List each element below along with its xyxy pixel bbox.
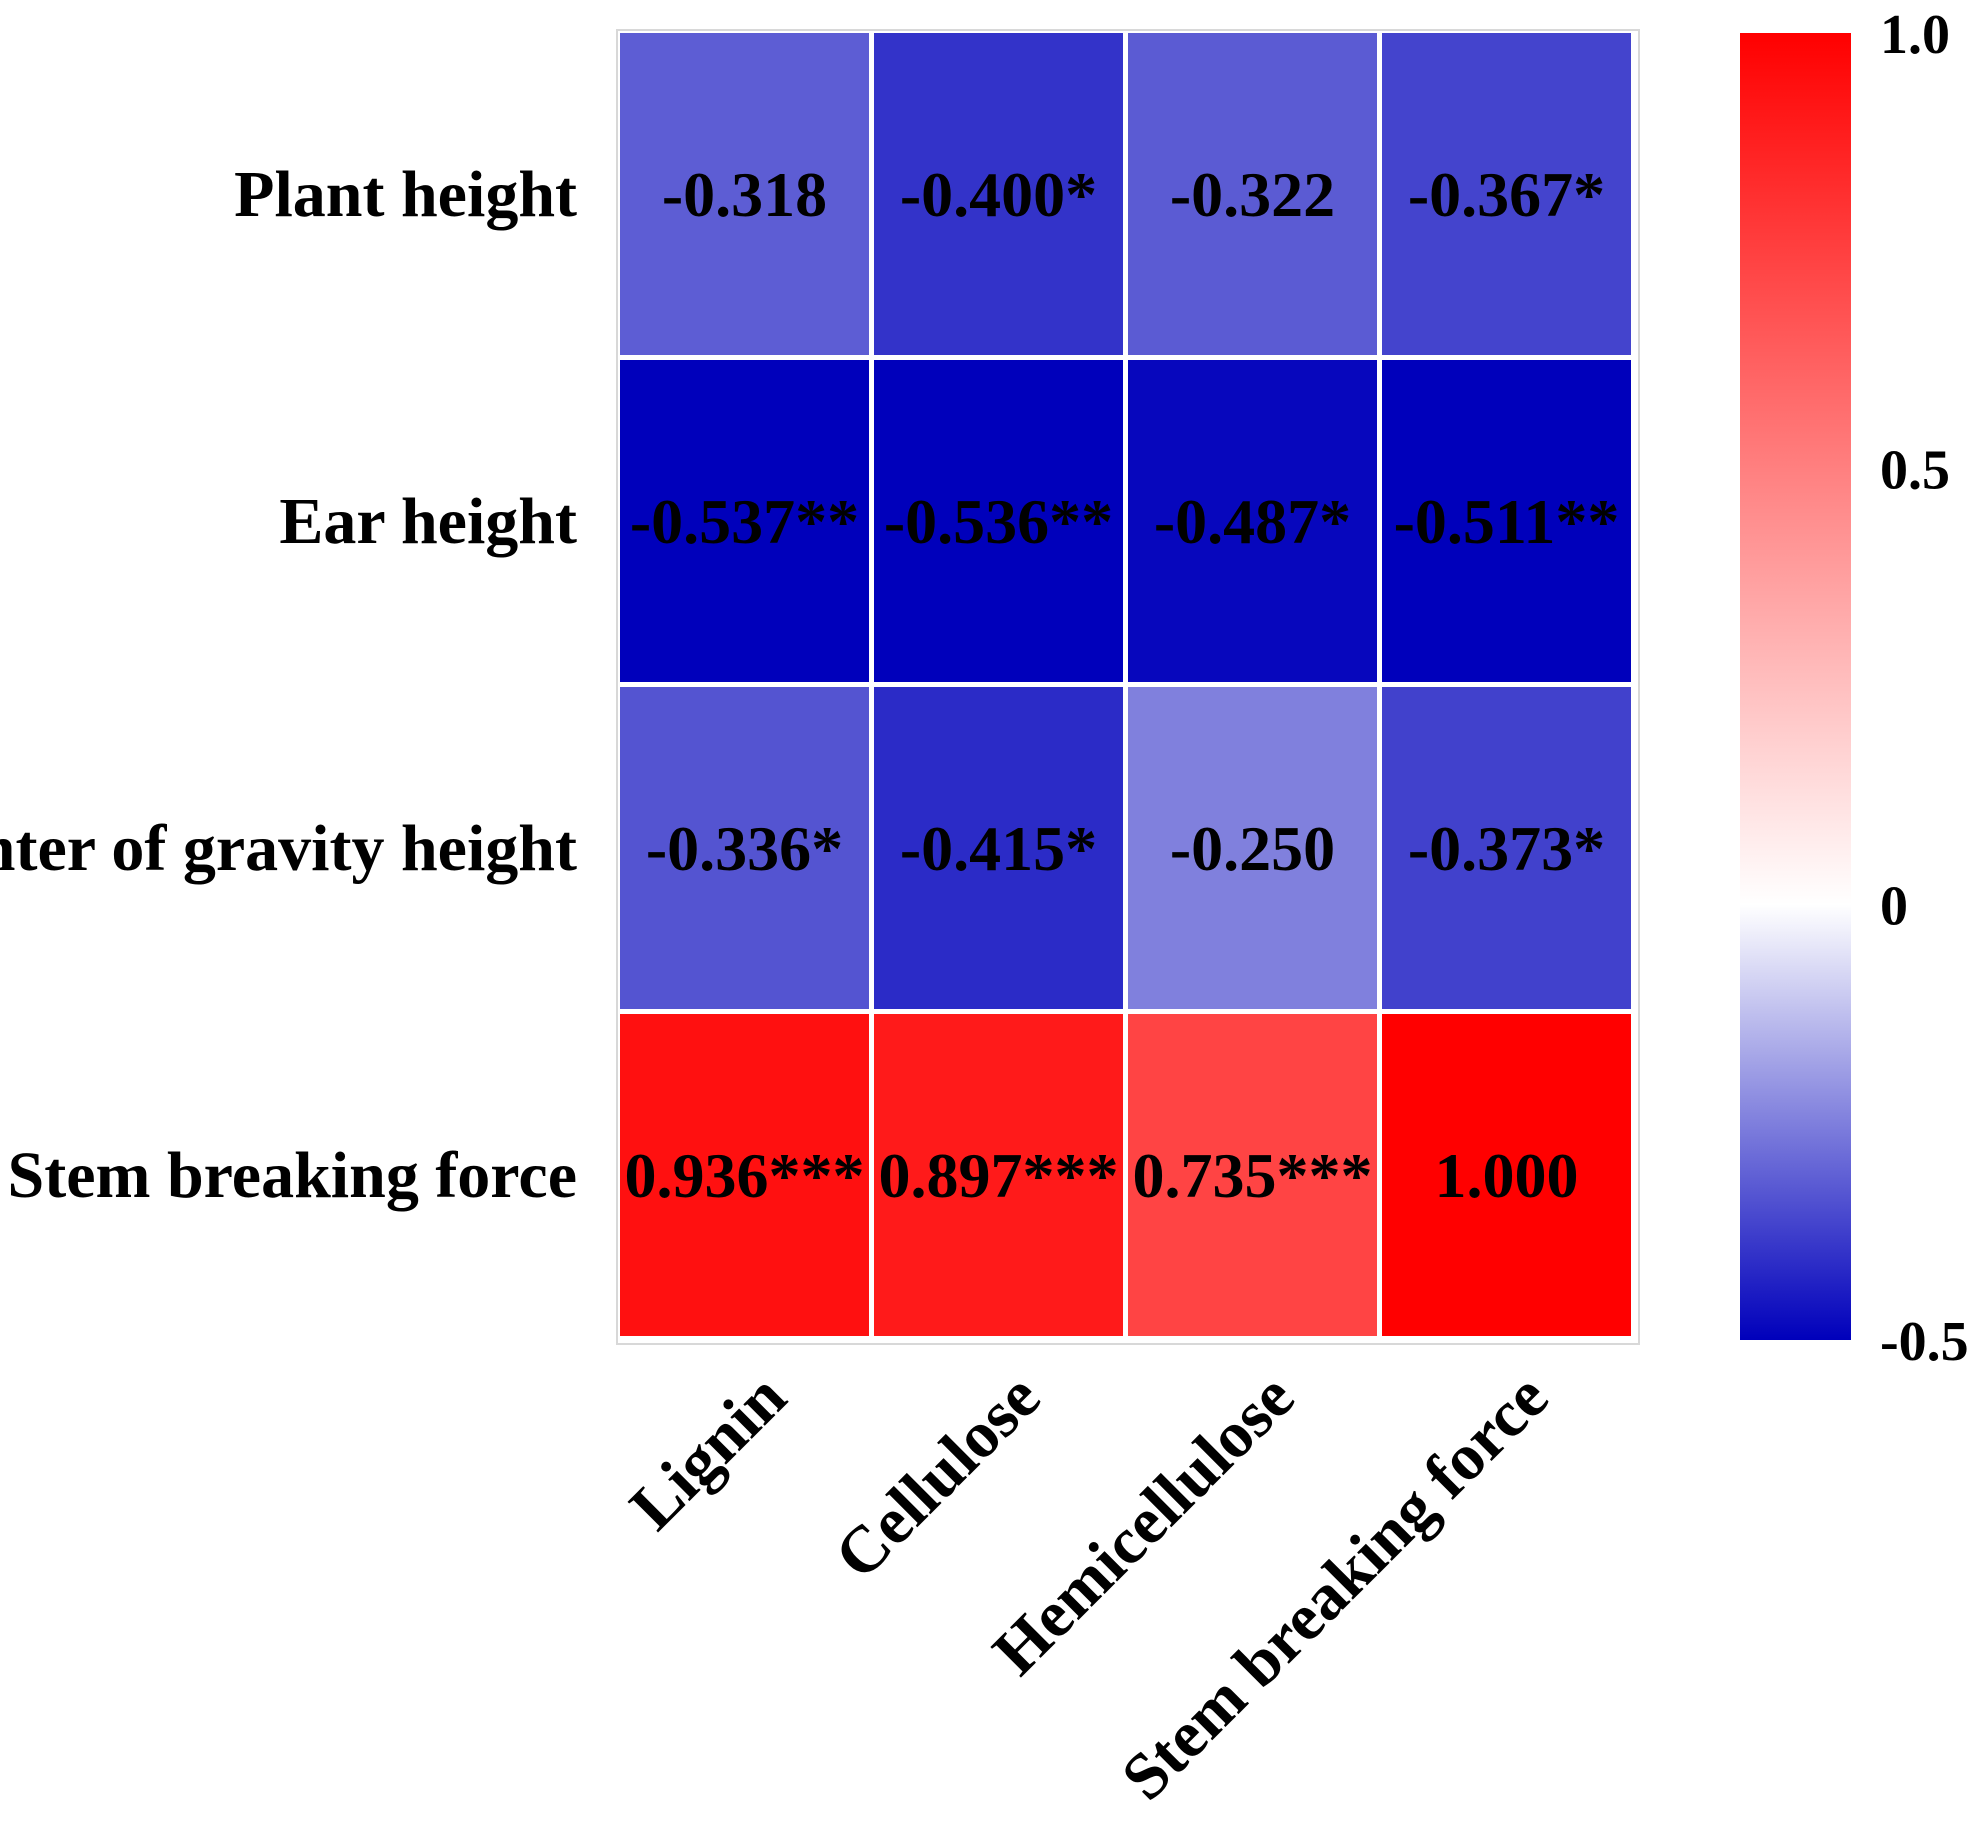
colorbar-tick-label: -0.5 (1880, 1311, 1969, 1373)
cell-value-label: -0.318 (662, 159, 827, 230)
row-label: Ear height (279, 485, 577, 558)
heatmap-cell (1382, 687, 1631, 1009)
heatmap-cell (874, 1014, 1123, 1336)
heatmap-cell (874, 33, 1123, 355)
heatmap-cell (1382, 33, 1631, 355)
colorbar-tick-label: 0.5 (1880, 440, 1950, 502)
colorbar: 1.0 0.5 0 -0.5 (1740, 4, 1969, 1373)
column-label: Lignin (616, 1360, 800, 1544)
heatmap-frame (616, 29, 1640, 1345)
heatmap-cell (1128, 33, 1377, 355)
cell-value-label: -0.373* (1408, 813, 1605, 884)
cell-value-label: -0.250 (1170, 813, 1335, 884)
cell-value-label: -0.487* (1154, 486, 1351, 557)
column-label: Cellulose (821, 1360, 1054, 1593)
cell-value-label: -0.336* (646, 813, 843, 884)
cell-value-label: -0.400* (900, 159, 1097, 230)
cell-value-label: 0.897*** (879, 1140, 1119, 1211)
heatmap-cell (620, 1014, 869, 1336)
heatmap-cell (1382, 360, 1631, 682)
row-label: Plant height (234, 158, 577, 231)
cell-value-label: -0.537** (630, 486, 859, 557)
heatmap-cell (1128, 360, 1377, 682)
cell-value-label: -0.322 (1170, 159, 1335, 230)
cell-value-label: -0.415* (900, 813, 1097, 884)
heatmap-cell (874, 687, 1123, 1009)
heatmap-cell (1128, 1014, 1377, 1336)
colorbar-tick-label: 0 (1880, 875, 1908, 937)
cell-value-label: -0.536** (884, 486, 1113, 557)
heatmap-cell (620, 687, 869, 1009)
heatmap-cell (620, 360, 869, 682)
row-label: Stem breaking force (8, 1139, 577, 1212)
cell-value-label: -0.367* (1408, 159, 1605, 230)
heatmap-cell (874, 360, 1123, 682)
heatmap-cells: -0.318 -0.400* -0.322 -0.367* -0.537** -0.536… (616, 29, 1640, 1345)
cell-value-label: 0.936*** (625, 1140, 865, 1211)
cell-value-label: -0.511** (1394, 486, 1620, 557)
heatmap-cell (1128, 687, 1377, 1009)
row-label: Center of gravity height (0, 812, 577, 885)
colorbar-tick-label: 1.0 (1880, 4, 1950, 66)
row-labels: Plant height Ear height Center of gravity … (0, 158, 577, 1212)
cell-value-label: 0.735*** (1133, 1140, 1373, 1211)
column-label: Stem breaking force (1108, 1360, 1562, 1814)
colorbar-gradient (1740, 33, 1851, 1340)
cell-value-label: 1.000 (1435, 1140, 1579, 1211)
heatmap-cell (620, 33, 869, 355)
heatmap-cell (1382, 1014, 1631, 1336)
